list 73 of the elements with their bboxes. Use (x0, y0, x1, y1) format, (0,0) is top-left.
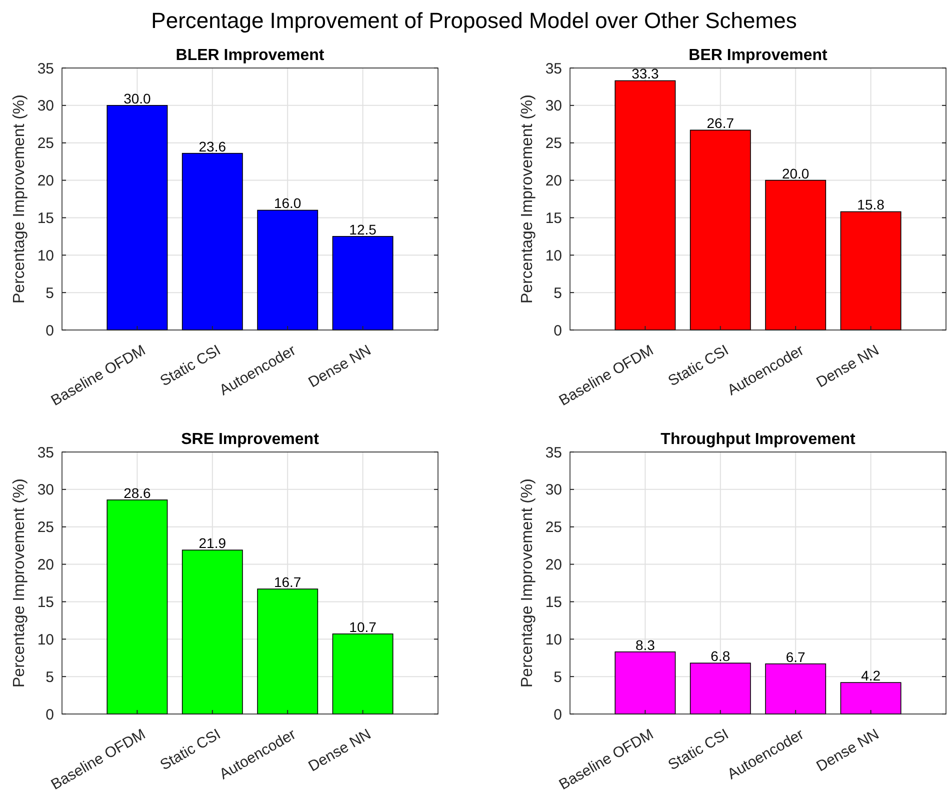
bar (765, 663, 826, 714)
bar (690, 130, 751, 330)
bar (257, 588, 318, 714)
y-tick-label: 15 (37, 594, 54, 611)
y-tick-label: 25 (545, 135, 562, 152)
chart-title: BLER Improvement (176, 47, 325, 64)
chart-title: Throughput Improvement (660, 431, 856, 448)
y-axis-title: Percentage Improvement (%) (11, 478, 28, 688)
text: Percentage Improvement of Proposed Model over Other Schemes (151, 8, 797, 33)
data-label: 15.8 (857, 196, 885, 213)
y-tick-label: 0 (554, 706, 562, 724)
y-axis-title: Percentage Improvement (%) (11, 94, 28, 304)
y-axis-title: Percentage Improvement (%) (519, 94, 536, 304)
y-tick-label: 5 (554, 284, 562, 302)
y-tick-label: 30 (545, 98, 562, 115)
data-label: 16.7 (274, 574, 302, 590)
chart-title: SRE Improvement (181, 431, 320, 448)
bar (332, 236, 394, 330)
data-label: 23.6 (198, 138, 226, 154)
y-tick-label: 10 (37, 247, 54, 264)
data-label: 20.0 (782, 165, 810, 182)
y-tick-label: 25 (37, 135, 54, 152)
y-tick-label: 20 (37, 556, 54, 574)
y-tick-label: 30 (37, 482, 54, 499)
y-tick-label: 10 (545, 247, 562, 264)
bar (182, 152, 243, 330)
y-tick-label: 25 (37, 519, 54, 536)
data-label: 21.9 (198, 535, 226, 552)
bar (106, 105, 168, 330)
data-label: 16.0 (274, 195, 302, 212)
data-label: 33.3 (632, 66, 660, 82)
bar (106, 500, 168, 714)
y-tick-label: 10 (37, 631, 54, 648)
data-label: 8.3 (635, 636, 656, 653)
bar (332, 634, 394, 714)
chart-title: BER Improvement (688, 47, 828, 64)
y-tick-label: 0 (554, 322, 562, 340)
bar (690, 662, 751, 714)
y-tick-label: 35 (545, 60, 562, 78)
y-tick-label: 5 (46, 284, 54, 302)
data-label: 6.7 (786, 648, 806, 665)
y-tick-label: 35 (37, 444, 54, 462)
y-tick-label: 20 (37, 172, 54, 190)
data-label: 28.6 (124, 484, 152, 501)
data-label: 12.5 (349, 221, 377, 238)
y-tick-label: 20 (545, 172, 562, 190)
data-label: 26.7 (706, 115, 734, 132)
bar (257, 210, 318, 330)
data-label: 6.8 (710, 648, 730, 664)
y-tick-label: 5 (554, 668, 562, 686)
data-label: 30.0 (124, 90, 152, 106)
bar (840, 682, 902, 714)
y-tick-label: 15 (545, 210, 562, 227)
y-tick-label: 0 (46, 706, 54, 724)
bar (182, 550, 243, 714)
y-tick-label: 15 (37, 210, 54, 227)
data-label: 4.2 (861, 668, 881, 684)
y-tick-label: 15 (545, 594, 562, 611)
data-label: 10.7 (349, 618, 377, 635)
bar (840, 211, 902, 330)
bar (765, 180, 826, 330)
y-tick-label: 20 (545, 556, 562, 574)
bar (614, 651, 676, 714)
y-tick-label: 25 (545, 519, 562, 536)
y-tick-label: 35 (37, 60, 54, 78)
y-tick-label: 0 (46, 322, 54, 340)
y-axis-title: Percentage Improvement (%) (519, 478, 536, 688)
y-tick-label: 30 (37, 98, 54, 115)
y-tick-label: 30 (545, 482, 562, 499)
y-tick-label: 35 (545, 444, 562, 462)
y-tick-label: 5 (46, 668, 54, 686)
y-tick-label: 10 (545, 631, 562, 648)
bar (614, 80, 676, 330)
